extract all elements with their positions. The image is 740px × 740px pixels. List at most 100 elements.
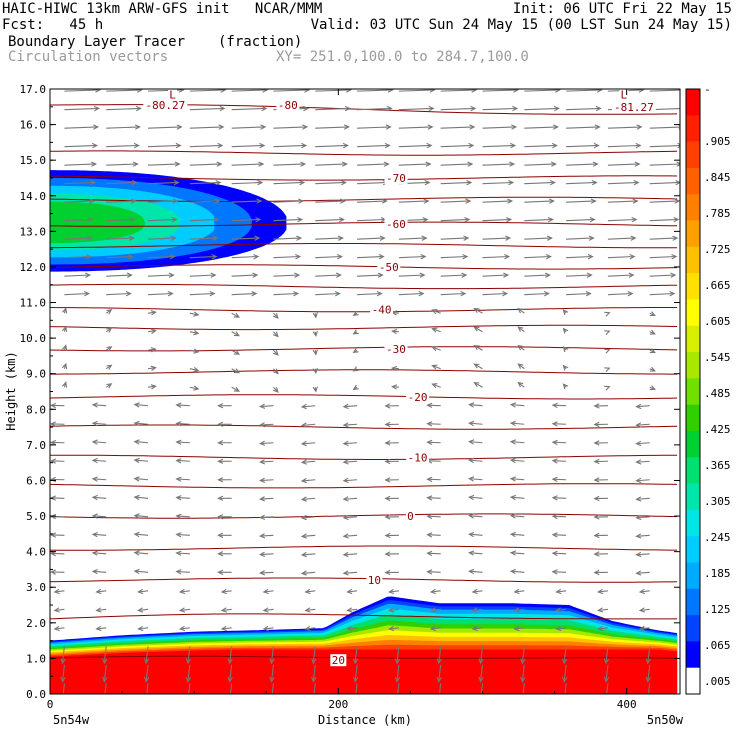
colorbar-label: .365 <box>704 459 731 472</box>
circulation-vector <box>649 385 656 391</box>
circulation-vector <box>524 179 556 186</box>
circulation-vector <box>593 569 608 576</box>
circulation-vector <box>597 588 608 595</box>
circulation-vector <box>357 161 390 167</box>
contour-label-bg <box>276 99 300 112</box>
circulation-vector <box>561 646 568 665</box>
circulation-vector <box>64 89 102 93</box>
circulation-vector <box>273 368 279 375</box>
circulation-vector <box>438 683 442 694</box>
circulation-vector <box>189 142 224 149</box>
circulation-vector <box>231 272 259 278</box>
circulation-vector <box>468 531 483 538</box>
circulation-vector <box>312 330 318 338</box>
circulation-vector <box>91 494 107 501</box>
circulation-vector <box>175 569 190 575</box>
circulation-vector <box>273 124 309 130</box>
circulation-vector <box>315 142 349 149</box>
circulation-vector <box>231 235 261 241</box>
contour-line <box>50 613 678 620</box>
contour-line <box>50 346 678 352</box>
circulation-vector <box>509 531 525 538</box>
circulation-vector <box>509 550 525 556</box>
circulation-vector <box>64 105 101 112</box>
circulation-vector <box>315 216 345 223</box>
circulation-vector <box>551 421 567 427</box>
contour-label: 10 <box>368 574 381 587</box>
circulation-vector <box>231 105 268 112</box>
circulation-vector <box>133 402 149 408</box>
colorbar-swatch <box>686 141 700 169</box>
circulation-vector <box>259 477 274 484</box>
circulation-vector <box>604 311 611 317</box>
contour-label-layer: -80.27 -80 -81.27L L-70-60-50-40-30-20-1001… <box>143 88 656 667</box>
colorbar-swatch <box>686 404 700 432</box>
circulation-vector <box>273 349 279 356</box>
contour-line <box>50 307 678 313</box>
circulation-vectors <box>50 89 680 694</box>
colorbar-swatch <box>686 167 700 195</box>
circulation-vector <box>61 344 68 351</box>
circulation-vector <box>440 105 477 112</box>
circulation-vector <box>593 514 608 520</box>
circulation-vector <box>468 494 483 501</box>
circulation-vector <box>95 588 107 595</box>
circulation-vector <box>566 161 599 167</box>
circulation-vector <box>607 290 634 297</box>
circulation-vector <box>105 327 113 333</box>
circulation-vector <box>398 161 432 167</box>
circulation-vector <box>357 216 387 223</box>
colorbar-swatch <box>686 246 700 274</box>
circulation-vector <box>300 440 316 447</box>
circulation-vector <box>566 198 597 204</box>
circulation-vector <box>436 646 442 665</box>
circulation-vector <box>300 422 316 428</box>
circulation-vector <box>217 403 232 409</box>
circulation-vector <box>61 325 68 332</box>
circulation-vector <box>259 551 274 558</box>
circulation-vector <box>551 532 567 538</box>
circulation-vector <box>649 311 656 317</box>
y-tick-label: 9.0 <box>26 368 46 381</box>
circulation-vector <box>220 625 232 632</box>
contour-label: -80.27 <box>145 99 185 112</box>
circulation-vector <box>102 664 108 683</box>
y-tick-label: 12.0 <box>20 261 47 274</box>
colorbar-label: .665 <box>704 279 731 292</box>
circulation-vector <box>513 607 525 613</box>
circulation-vector <box>524 105 560 112</box>
circulation-vector <box>95 625 107 632</box>
y-tick-label: 4.0 <box>26 546 46 559</box>
circulation-vector <box>315 179 347 186</box>
circulation-vector <box>217 440 232 446</box>
circulation-vector <box>555 588 567 595</box>
circulation-vector <box>649 272 677 278</box>
circulation-vector <box>482 124 518 130</box>
circulation-vector <box>64 235 94 241</box>
circulation-vector <box>607 272 635 278</box>
circulation-vector <box>635 533 650 539</box>
circulation-vector <box>352 366 359 372</box>
circulation-vector <box>604 385 611 391</box>
contour-label-bg <box>168 88 178 101</box>
circulation-vector <box>175 439 190 445</box>
circulation-vector <box>342 403 358 410</box>
circulation-vector <box>217 551 232 557</box>
circulation-vector <box>304 607 316 613</box>
circulation-vector <box>53 588 65 595</box>
colorbar-swatch <box>686 641 700 668</box>
circulation-vector <box>231 368 241 374</box>
circulation-vector <box>189 124 225 130</box>
colorbar-label: .005 <box>704 675 731 688</box>
circulation-vector <box>509 420 525 427</box>
circulation-vector <box>178 625 190 632</box>
circulation-vector <box>189 290 216 297</box>
circulation-vector <box>175 513 190 519</box>
circulation-vector <box>104 683 107 694</box>
circulation-vector <box>357 272 384 278</box>
contour-label-bg <box>366 574 383 587</box>
circulation-vector <box>50 495 65 501</box>
circulation-vector <box>471 607 483 613</box>
contour-label-bg <box>406 390 430 403</box>
contour-line <box>50 324 678 331</box>
